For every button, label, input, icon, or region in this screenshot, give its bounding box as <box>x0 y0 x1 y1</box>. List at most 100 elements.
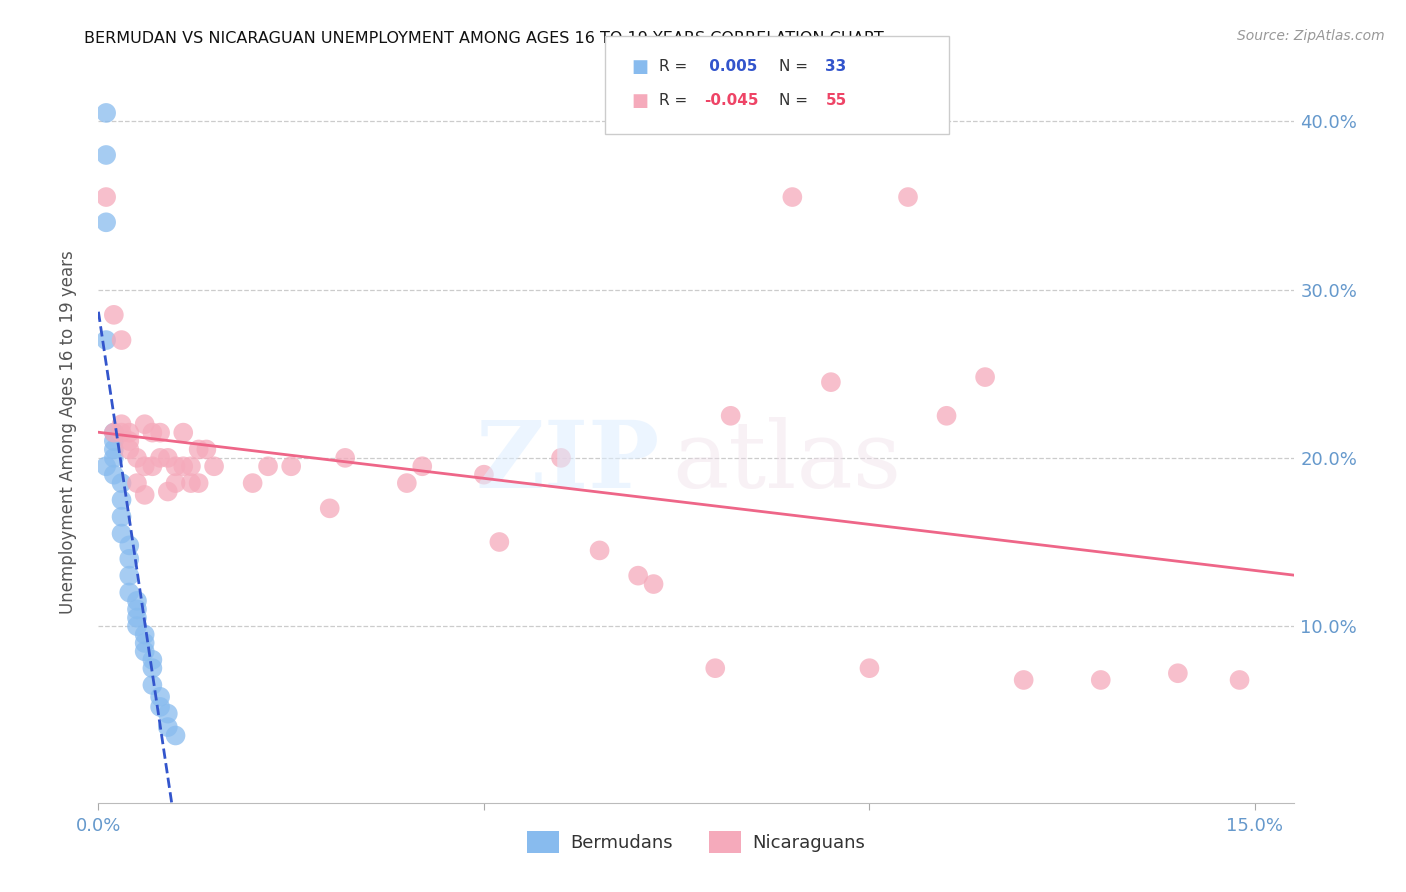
Point <box>118 442 141 457</box>
Point <box>588 543 610 558</box>
Point <box>103 442 125 457</box>
Point <box>156 706 179 721</box>
Point <box>125 450 148 465</box>
Point <box>110 333 132 347</box>
Point <box>118 434 141 448</box>
Legend: Bermudans, Nicaraguans: Bermudans, Nicaraguans <box>520 824 872 861</box>
Point <box>395 476 418 491</box>
Point <box>110 425 132 440</box>
Point <box>141 661 163 675</box>
Point <box>134 417 156 432</box>
Point <box>180 476 202 491</box>
Point <box>141 459 163 474</box>
Point <box>257 459 280 474</box>
Point <box>141 653 163 667</box>
Point <box>1229 673 1251 687</box>
Point <box>172 459 194 474</box>
Point <box>333 450 356 465</box>
Point <box>103 434 125 448</box>
Point <box>125 610 148 624</box>
Point <box>110 509 132 524</box>
Text: -0.045: -0.045 <box>704 94 759 108</box>
Point <box>720 409 742 423</box>
Text: Source: ZipAtlas.com: Source: ZipAtlas.com <box>1237 29 1385 43</box>
Text: BERMUDAN VS NICARAGUAN UNEMPLOYMENT AMONG AGES 16 TO 19 YEARS CORRELATION CHART: BERMUDAN VS NICARAGUAN UNEMPLOYMENT AMON… <box>84 31 884 46</box>
Point <box>110 417 132 432</box>
Point <box>472 467 495 482</box>
Text: R =: R = <box>659 94 693 108</box>
Point <box>820 375 842 389</box>
Point <box>94 215 117 229</box>
Point <box>110 476 132 491</box>
Point <box>627 568 650 582</box>
Text: ■: ■ <box>631 58 648 76</box>
Point <box>935 409 957 423</box>
Point <box>242 476 264 491</box>
Point <box>134 459 156 474</box>
Point <box>319 501 342 516</box>
Point <box>411 459 433 474</box>
Point <box>94 333 117 347</box>
Y-axis label: Unemployment Among Ages 16 to 19 years: Unemployment Among Ages 16 to 19 years <box>59 251 77 615</box>
Point <box>172 425 194 440</box>
Point <box>103 450 125 465</box>
Point <box>118 568 141 582</box>
Point <box>94 106 117 120</box>
Point <box>125 619 148 633</box>
Point <box>134 627 156 641</box>
Text: ZIP: ZIP <box>475 417 661 508</box>
Point <box>858 661 880 675</box>
Point <box>149 690 172 704</box>
Point <box>94 190 117 204</box>
Point <box>94 459 117 474</box>
Point <box>94 148 117 162</box>
Text: 33: 33 <box>825 60 846 74</box>
Point <box>125 476 148 491</box>
Point <box>187 442 209 457</box>
Point <box>1012 673 1035 687</box>
Point <box>1167 666 1189 681</box>
Text: 0.005: 0.005 <box>704 60 758 74</box>
Point <box>118 551 141 566</box>
Point <box>149 699 172 714</box>
Point <box>187 476 209 491</box>
Point <box>195 442 218 457</box>
Text: R =: R = <box>659 60 693 74</box>
Text: 55: 55 <box>825 94 846 108</box>
Point <box>118 538 141 552</box>
Text: N =: N = <box>779 94 813 108</box>
Point <box>156 720 179 734</box>
Point <box>141 678 163 692</box>
Point <box>118 585 141 599</box>
Point <box>974 370 997 384</box>
Text: N =: N = <box>779 60 813 74</box>
Point <box>103 308 125 322</box>
Point <box>280 459 302 474</box>
Point <box>782 190 804 204</box>
Point <box>134 488 156 502</box>
Point <box>704 661 727 675</box>
Point <box>110 526 132 541</box>
Point <box>110 492 132 507</box>
Point <box>550 450 572 465</box>
Point <box>141 425 163 440</box>
Point <box>118 425 141 440</box>
Point <box>149 450 172 465</box>
Point <box>125 594 148 608</box>
Point <box>134 636 156 650</box>
Point <box>1090 673 1112 687</box>
Point <box>202 459 225 474</box>
Point <box>149 425 172 440</box>
Point <box>103 467 125 482</box>
Point <box>643 577 665 591</box>
Point <box>156 450 179 465</box>
Text: ■: ■ <box>631 92 648 110</box>
Point <box>125 602 148 616</box>
Point <box>488 535 510 549</box>
Point <box>165 459 187 474</box>
Point <box>897 190 920 204</box>
Text: atlas: atlas <box>672 417 901 508</box>
Point <box>103 425 125 440</box>
Point <box>165 476 187 491</box>
Point <box>180 459 202 474</box>
